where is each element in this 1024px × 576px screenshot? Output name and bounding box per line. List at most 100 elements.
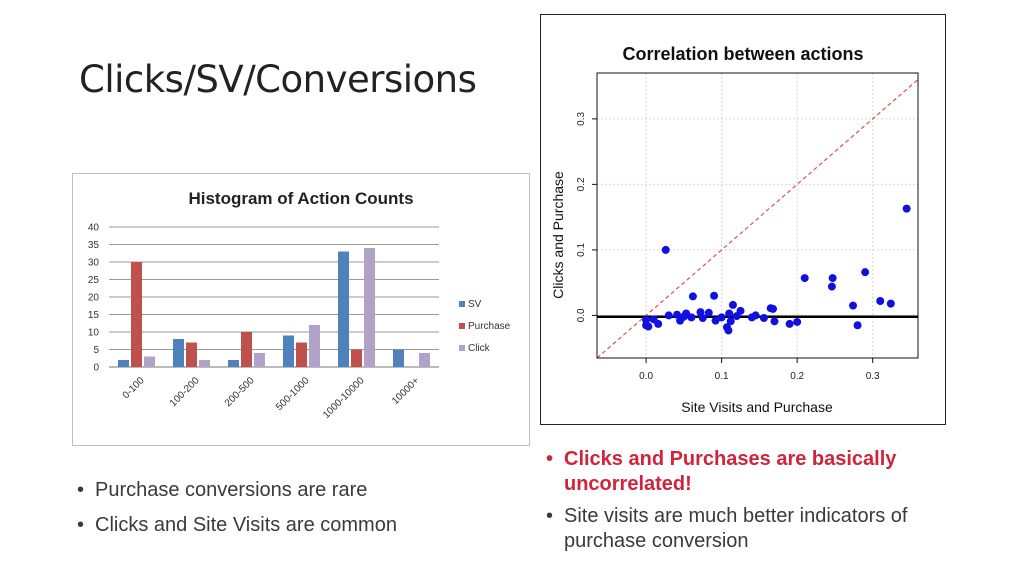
histogram-y-tick-label: 25: [88, 275, 100, 286]
scatter-point: [785, 319, 794, 328]
scatter-svg: Correlation between actions Site Visits …: [550, 44, 919, 415]
histogram-bar-sv-5: [393, 349, 404, 367]
histogram-bar-click-5: [419, 353, 430, 367]
histogram-x-tick-label: 200-500: [223, 375, 257, 409]
scatter-point: [698, 314, 707, 323]
histogram-y-tick-label: 20: [88, 293, 100, 304]
histogram-x-tick-label: 10000+: [390, 375, 422, 407]
scatter-y-tick-label: 0.1: [576, 243, 587, 257]
scatter-x-axis-label: Site Visits and Purchase: [681, 399, 833, 415]
scatter-point: [861, 268, 870, 277]
scatter-point: [710, 291, 719, 300]
histogram-gridlines: [109, 226, 439, 368]
scatter-point: [724, 326, 733, 335]
scatter-x-tick-label: 0.3: [866, 371, 880, 382]
histogram-y-tick-label: 5: [93, 345, 99, 356]
histogram-x-tick-label: 500-1000: [274, 375, 312, 413]
histogram-y-tick-label: 35: [88, 240, 100, 251]
histogram-title: Histogram of Action Counts: [188, 189, 413, 208]
histogram-y-tick-label: 30: [88, 258, 100, 269]
histogram-legend-swatch: [459, 301, 465, 307]
scatter-point: [728, 300, 737, 309]
histogram-bar-sv-0: [118, 360, 129, 367]
histogram-bar-click-2: [254, 353, 265, 367]
histogram-bar-click-1: [199, 360, 210, 367]
scatter-point: [687, 313, 696, 322]
histogram-svg: Histogram of Action Counts 0 5 10 15 20 25 30 3…: [88, 189, 511, 421]
scatter-point: [886, 299, 895, 308]
scatter-point: [725, 309, 734, 318]
scatter-point: [717, 313, 726, 322]
scatter-point: [849, 301, 858, 310]
scatter-point: [853, 321, 862, 330]
left-bullet-list: Purchase conversions are rare Clicks and…: [75, 478, 515, 548]
scatter-point: [654, 319, 663, 328]
histogram-bar-purchase-3: [296, 342, 307, 367]
bullet-site-visits-indicators: Site visits are much better indicators o…: [544, 504, 964, 554]
right-bullet-list: Clicks and Purchases are basically uncor…: [544, 447, 964, 561]
histogram-bar-purchase-2: [241, 332, 252, 367]
scatter-point: [827, 282, 836, 291]
histogram-x-tick-label: 0-100: [121, 375, 147, 401]
histogram-chart: Histogram of Action Counts 0 5 10 15 20 25 30 3…: [72, 173, 530, 446]
scatter-x-tick-label: 0.0: [639, 371, 653, 382]
scatter-point: [688, 292, 697, 301]
scatter-chart: Correlation between actions Site Visits …: [540, 14, 946, 425]
scatter-point: [876, 297, 885, 305]
histogram-x-tick-label: 100-200: [168, 375, 202, 409]
scatter-y-tick-label: 0.0: [576, 308, 587, 322]
histogram-bar-purchase-1: [186, 342, 197, 367]
scatter-point: [732, 312, 741, 321]
scatter-x-tick-label: 0.1: [715, 371, 729, 382]
scatter-point: [676, 316, 685, 325]
scatter-point: [828, 274, 837, 283]
scatter-point: [711, 316, 720, 325]
histogram-bar-purchase-4: [351, 349, 362, 367]
scatter-points: [642, 204, 911, 335]
scatter-x-tick-label: 0.2: [790, 371, 804, 382]
histogram-y-tick-label: 15: [88, 310, 100, 321]
scatter-y-tick-label: 0.3: [576, 111, 587, 125]
scatter-axes: 0.0 0.1 0.2 0.3 0.0 0.1 0.2 0.3: [576, 111, 880, 382]
scatter-point: [800, 274, 809, 283]
histogram-bar-purchase-0: [131, 262, 142, 367]
scatter-point: [747, 313, 756, 322]
scatter-point: [673, 310, 682, 319]
histogram-legend: SV Purchase Click: [459, 299, 511, 354]
histogram-bar-sv-3: [283, 335, 294, 367]
histogram-legend-swatch: [459, 345, 465, 351]
bullet-clicks-site-visits: Clicks and Site Visits are common: [75, 513, 515, 538]
bullet-clicks-purchases-uncorrelated: Clicks and Purchases are basically uncor…: [544, 447, 964, 497]
histogram-legend-label: SV: [468, 299, 482, 310]
histogram-y-tick-label: 40: [88, 223, 100, 234]
scatter-point: [770, 317, 779, 326]
histogram-legend-swatch: [459, 323, 465, 329]
slide-title: Clicks/SV/Conversions: [79, 58, 477, 101]
histogram-bar-sv-4: [338, 251, 349, 367]
scatter-point: [768, 304, 777, 313]
histogram-x-tick-label: 1000-10000: [321, 375, 367, 421]
scatter-title: Correlation between actions: [622, 44, 863, 64]
scatter-reference-line: [597, 79, 918, 358]
scatter-point: [759, 314, 768, 323]
histogram-bar-sv-1: [173, 339, 184, 367]
histogram-bar-click-4: [364, 248, 375, 367]
histogram-y-tick-label: 10: [88, 328, 100, 339]
histogram-bar-click-0: [144, 356, 155, 367]
histogram-bar-sv-2: [228, 360, 239, 367]
scatter-point: [664, 311, 673, 320]
histogram-y-axis: 0 5 10 15 20 25 30 35 40: [88, 223, 100, 374]
scatter-point: [644, 322, 653, 331]
scatter-y-tick-label: 0.2: [576, 177, 587, 191]
scatter-point: [793, 317, 802, 326]
bullet-purchase-conversions: Purchase conversions are rare: [75, 478, 515, 503]
histogram-bars: [118, 248, 430, 367]
histogram-x-axis: 0-100 100-200 200-500 500-1000 1000-10000 100…: [121, 375, 422, 421]
scatter-plot-border: [596, 72, 919, 359]
scatter-point: [704, 308, 713, 317]
histogram-legend-label: Click: [468, 343, 491, 354]
histogram-y-tick-label: 0: [93, 363, 99, 374]
scatter-y-axis-label: Clicks and Purchase: [550, 171, 566, 299]
histogram-bar-click-3: [309, 325, 320, 367]
scatter-point: [902, 204, 911, 213]
